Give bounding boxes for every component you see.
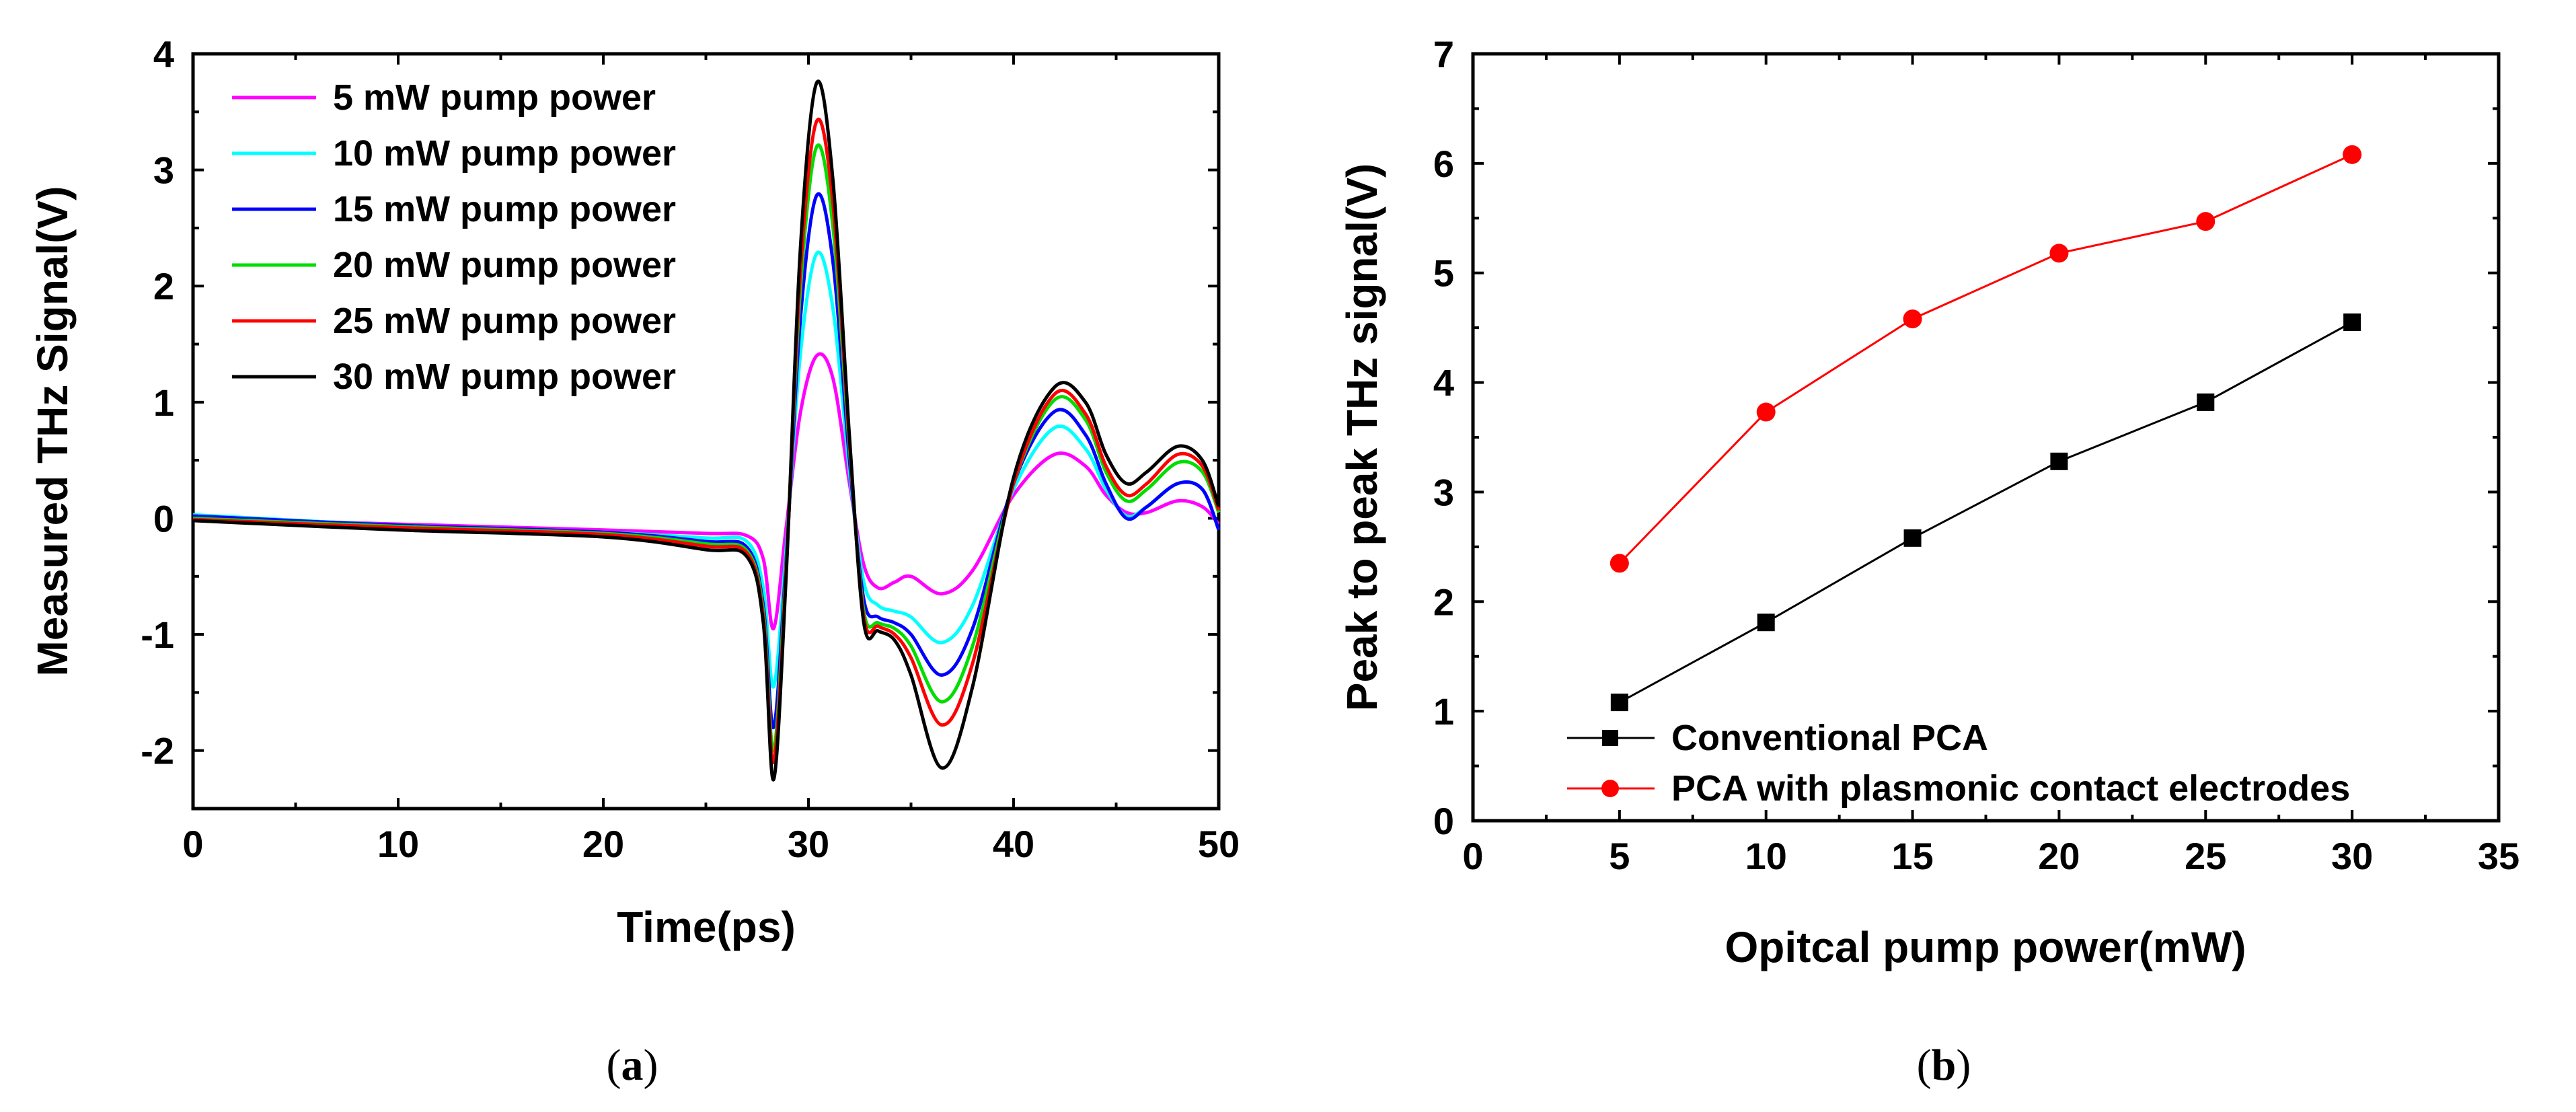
x-tick-label-a: 50: [1198, 823, 1240, 865]
x-tick-label-b: 10: [1745, 835, 1787, 877]
y-tick-label-b: 3: [1433, 471, 1454, 513]
data-point-b-1: [2343, 313, 2361, 331]
legend-label-a-4: 20 mW pump power: [333, 245, 676, 285]
legend-label-b-1: Conventional PCA: [1671, 718, 1988, 758]
y-tick-label-a: 4: [153, 33, 174, 75]
x-axis-label-b: Opitcal pump power(mW): [1725, 923, 2246, 971]
data-point-b-2: [1903, 309, 1922, 329]
data-point-b-1: [2197, 393, 2215, 411]
legend-b: Conventional PCA PCA with plasmonic conta…: [1567, 718, 2350, 809]
y-tick-label-b: 7: [1433, 33, 1454, 75]
data-point-b-1: [2050, 452, 2068, 470]
x-tick-label-a: 40: [993, 823, 1034, 865]
data-point-b-2: [2196, 212, 2215, 231]
y-tick-label-a: -2: [141, 730, 174, 772]
x-tick-label-b: 5: [1609, 835, 1630, 877]
y-axis-label-b: Peak to peak THz signal(V): [1338, 163, 1386, 711]
series-line-a-6: [192, 79, 1221, 782]
y-tick-label-b: 6: [1433, 143, 1454, 185]
y-tick-label-b: 2: [1433, 581, 1454, 623]
y-tick-label-a: 1: [153, 381, 174, 424]
x-tick-label-a: 30: [788, 823, 829, 865]
chart-panel-b: 0 5 10 15 20 25 30 35 0 1 2 3 4 5 6 7 Conventional PCA P…: [1338, 33, 2520, 971]
legend-a: 5 mW pump power 10 mW pump power 15 mW pum…: [232, 77, 676, 397]
y-tick-label-a: 3: [153, 149, 174, 192]
caption-b: (b): [1917, 1041, 1971, 1090]
data-point-b-1: [1610, 694, 1628, 712]
y-tick-label-a: 2: [153, 265, 174, 307]
y-tick-label-b: 0: [1433, 800, 1454, 842]
data-point-b-2: [2343, 145, 2362, 164]
chart-panel-a: 0 10 20 30 40 50 -2 -1 0 1 2 3 4 5 mW pump power 10 m…: [28, 33, 1240, 951]
legend-label-b-2: PCA with plasmonic contact electrodes: [1671, 768, 2350, 809]
x-tick-label-b: 30: [2331, 835, 2373, 877]
data-point-b-1: [1757, 614, 1775, 632]
caption-b-letter: b: [1932, 1041, 1957, 1090]
legend-label-a-5: 25 mW pump power: [333, 301, 676, 341]
y-tick-label-b: 1: [1433, 690, 1454, 733]
caption-a-letter: a: [621, 1041, 644, 1090]
legend-marker-b-2: [1601, 780, 1619, 797]
x-tick-label-b: 15: [1891, 835, 1933, 877]
series-line-b-1: [1619, 321, 2353, 704]
x-tick-label-b: 20: [2038, 835, 2080, 877]
y-axis-label-a: Measured THz Signal(V): [28, 186, 77, 677]
legend-label-a-2: 10 mW pump power: [333, 133, 676, 174]
y-tick-label-a: -1: [141, 614, 174, 656]
x-tick-label-b: 25: [2185, 835, 2226, 877]
legend-label-a-3: 15 mW pump power: [333, 189, 676, 229]
data-point-b-2: [1756, 402, 1776, 422]
data-point-b-2: [2049, 244, 2069, 263]
x-axis-label-a: Time(ps): [617, 903, 796, 951]
caption-a: (a): [607, 1041, 658, 1090]
series-line-a-4: [192, 143, 1221, 753]
series-line-b-2: [1618, 153, 2353, 564]
data-point-b-2: [1609, 554, 1629, 573]
y-tick-label-a: 0: [153, 497, 174, 540]
x-tick-label-a: 0: [182, 823, 203, 865]
y-tick-label-b: 5: [1433, 252, 1454, 295]
x-tick-label-a: 10: [377, 823, 419, 865]
legend-label-a-1: 5 mW pump power: [333, 77, 656, 118]
y-tick-label-b: 4: [1433, 362, 1454, 404]
legend-label-a-6: 30 mW pump power: [333, 357, 676, 397]
x-tick-label-a: 20: [582, 823, 624, 865]
x-tick-label-b: 0: [1462, 835, 1483, 877]
data-point-b-1: [1903, 529, 1922, 547]
legend-marker-b-1: [1602, 730, 1618, 746]
x-tick-label-b: 35: [2478, 835, 2520, 877]
